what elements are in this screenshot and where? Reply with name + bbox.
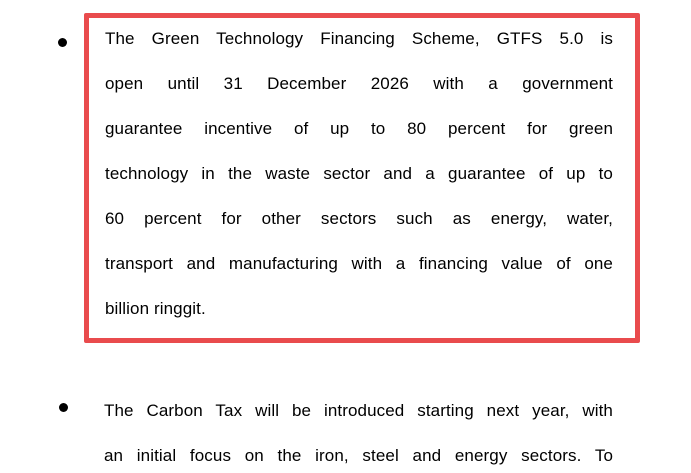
text-line: The Green Technology Financing Scheme, G… xyxy=(105,29,613,48)
text-line: 60 percent for other sectors such as ene… xyxy=(105,209,613,228)
bullet-paragraph-gtfs: The Green Technology Financing Scheme, G… xyxy=(105,16,613,331)
red-highlight-box xyxy=(84,13,640,343)
text-line: The Carbon Tax will be introduced starti… xyxy=(104,401,613,420)
text-line: transport and manufacturing with a finan… xyxy=(105,254,613,273)
bullet-marker-gtfs xyxy=(58,38,67,47)
text-line: guarantee incentive of up to 80 percent … xyxy=(105,119,613,138)
text-line: technology in the waste sector and a gua… xyxy=(105,164,613,183)
text-line: an initial focus on the iron, steel and … xyxy=(104,446,613,465)
bullet-marker-carbon-tax xyxy=(59,403,68,412)
text-line: open until 31 December 2026 with a gover… xyxy=(105,74,613,93)
text-line: billion ringgit. xyxy=(105,299,206,318)
bullet-paragraph-carbon-tax: The Carbon Tax will be introduced starti… xyxy=(104,388,613,473)
